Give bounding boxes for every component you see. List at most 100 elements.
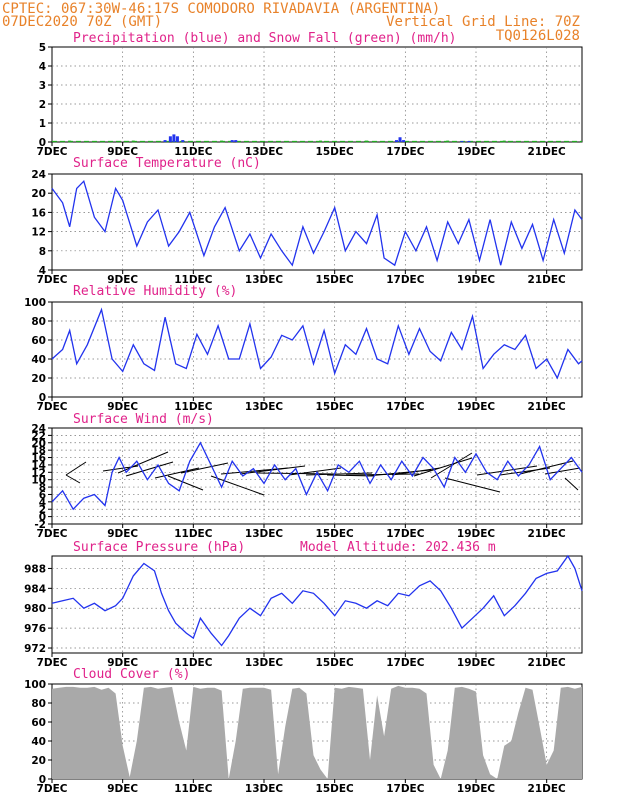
- y-tick-label: 0: [39, 512, 46, 524]
- y-tick-label: 60: [31, 717, 46, 729]
- temperature-axes: 4 8 12 16 20 24 7DEC 9DEC 11DEC 13DEC 15DEC 17DEC 19…: [31, 169, 582, 286]
- header-grid-line: Vertical Grid Line: 70Z: [386, 14, 580, 30]
- y-tick-label: 1: [39, 118, 46, 130]
- y-tick-label: -2: [34, 519, 46, 531]
- header-station: CPTEC: 067:30W-46:17S COMODORO RIVADAVIA…: [2, 1, 440, 17]
- wind-arrow: [154, 467, 200, 479]
- snow-bar: [364, 140, 368, 143]
- x-tick-label: 9DEC: [107, 274, 138, 286]
- wind-arrow: [117, 451, 169, 474]
- x-tick-label: 21DEC: [528, 274, 567, 286]
- precipitation-marks: [52, 134, 582, 143]
- series-line: [51, 179, 583, 267]
- x-tick-label: 13DEC: [245, 401, 284, 413]
- y-tick-label: 40: [31, 354, 46, 366]
- y-tick-label: 984: [24, 583, 46, 595]
- wind-marks: [51, 441, 583, 511]
- x-tick-label: 15DEC: [316, 274, 355, 286]
- y-tick-label: 12: [31, 467, 46, 479]
- y-tick-label: 12: [31, 227, 46, 239]
- cloud-cover-area: [52, 685, 582, 779]
- humidity-panel: Relative Humidity (%) 0 20 40 60 80 100 7DEC 9D…: [24, 284, 583, 413]
- wind-arrow: [564, 477, 579, 491]
- x-tick-label: 11DEC: [174, 528, 213, 540]
- y-tick-label: 20: [31, 438, 46, 450]
- temperature-title: Surface Temperature (nC): [73, 156, 261, 171]
- humidity-frame: [51, 301, 583, 398]
- wind-arrow: [444, 477, 501, 493]
- snow-bar: [502, 140, 506, 143]
- x-tick-label: 17DEC: [386, 783, 425, 795]
- x-tick-label: 19DEC: [457, 401, 496, 413]
- y-tick-label: 4: [39, 61, 46, 73]
- y-tick-label: 22: [31, 430, 46, 442]
- model-altitude-label: Model Altitude: 202.436 m: [300, 540, 496, 555]
- x-tick-label: 15DEC: [316, 528, 355, 540]
- wind-arrow: [180, 462, 229, 474]
- y-tick-label: 976: [24, 623, 46, 635]
- y-tick-label: 14: [31, 460, 46, 472]
- header-date: 07DEC2020 70Z (GMT): [2, 14, 162, 30]
- precip-bar: [163, 140, 167, 142]
- x-tick-label: 17DEC: [386, 146, 425, 158]
- y-tick-label: 2: [39, 99, 46, 111]
- y-tick-label: 16: [31, 453, 46, 465]
- snow-bar: [68, 140, 72, 143]
- wind-arrow: [210, 475, 265, 496]
- x-tick-label: 15DEC: [316, 146, 355, 158]
- snow-bar: [319, 140, 323, 143]
- x-tick-label: 17DEC: [386, 274, 425, 286]
- cloud-cover-axes: 0 20 40 60 80 100 7DEC 9DEC 11DEC 13DEC 15DEC 17DEC…: [24, 679, 582, 795]
- x-tick-label: 11DEC: [174, 783, 213, 795]
- humidity-axes: 0 20 40 60 80 100 7DEC 9DEC 11DEC 13DEC 15DEC 17DEC…: [24, 297, 582, 413]
- x-tick-label: 7DEC: [37, 274, 68, 286]
- y-tick-label: 10: [31, 475, 46, 487]
- y-tick-label: 80: [31, 316, 46, 328]
- wind-arrow: [544, 467, 581, 475]
- wind-arrow: [305, 472, 373, 476]
- y-tick-label: 100: [24, 679, 46, 691]
- precip-bar: [467, 141, 471, 143]
- x-tick-label: 15DEC: [316, 401, 355, 413]
- y-tick-label: 20: [31, 755, 46, 767]
- x-tick-label: 9DEC: [107, 657, 138, 669]
- wind-frame: [51, 427, 583, 525]
- wind-panel: Surface Wind (m/s) -20246810121416182022…: [31, 412, 583, 540]
- pressure-frame: [51, 555, 583, 654]
- x-tick-label: 21DEC: [528, 528, 567, 540]
- y-tick-label: 20: [31, 188, 46, 200]
- x-tick-label: 7DEC: [37, 657, 68, 669]
- series-line: [51, 307, 583, 380]
- x-tick-label: 21DEC: [528, 657, 567, 669]
- x-tick-label: 11DEC: [174, 657, 213, 669]
- y-tick-label: 24: [31, 423, 46, 435]
- x-tick-label: 13DEC: [245, 528, 284, 540]
- wind-arrow: [167, 475, 204, 491]
- temperature-frame: [51, 173, 583, 271]
- temperature-marks: [51, 179, 583, 267]
- precip-bar: [234, 140, 238, 142]
- y-tick-label: 0: [39, 774, 46, 786]
- precipitation-axes: 0 1 2 3 4 5 7DEC 9DEC 11DEC 13DEC 15DEC 17DEC 19DEC 2…: [37, 42, 582, 158]
- wind-title: Surface Wind (m/s): [73, 412, 214, 427]
- y-tick-label: 6: [39, 489, 46, 501]
- precip-bar: [172, 134, 176, 142]
- x-tick-label: 19DEC: [457, 657, 496, 669]
- y-tick-label: 972: [24, 643, 46, 655]
- wind-arrow: [239, 465, 306, 475]
- wind-arrow: [65, 474, 81, 484]
- y-tick-label: 80: [31, 698, 46, 710]
- y-tick-label: 60: [31, 335, 46, 347]
- x-tick-label: 15DEC: [316, 783, 355, 795]
- wind-arrow: [65, 461, 87, 476]
- precip-bar: [181, 140, 185, 142]
- precipitation-panel: Precipitation (blue) and Snow Fall (gree…: [37, 31, 583, 158]
- temperature-panel: Surface Temperature (nC) 4 8 12 16 20 24 7DEC 9…: [31, 156, 583, 286]
- x-tick-label: 13DEC: [245, 783, 284, 795]
- x-tick-label: 19DEC: [457, 528, 496, 540]
- cloud-cover-panel: Cloud Cover (%) 0 20 40 60 80 100 7DEC 9DEC 11DE…: [24, 667, 583, 795]
- snow-bar: [131, 140, 135, 143]
- humidity-marks: [51, 307, 583, 380]
- pressure-panel: Surface Pressure (hPa) Model Altitude: 2…: [24, 540, 583, 669]
